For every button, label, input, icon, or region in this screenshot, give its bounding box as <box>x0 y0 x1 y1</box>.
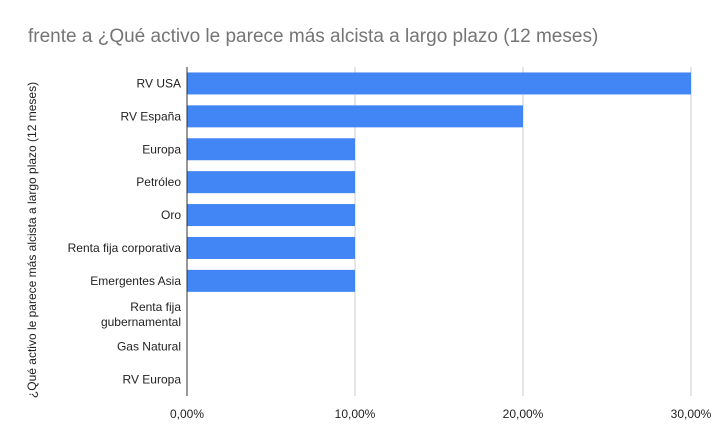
category-label: Renta fija corporativa <box>68 241 182 255</box>
chart-title: frente a ¿Qué activo le parece más alcis… <box>28 26 598 47</box>
category-labels: RV USA RV España Europa Petróleo Oro Renta fi… <box>68 76 182 386</box>
category-label: Europa <box>142 142 181 156</box>
y-axis-title: ¿Qué activo le parece más alcista a larg… <box>25 82 39 398</box>
category-label: RV USA <box>137 76 181 90</box>
category-label: Petróleo <box>136 175 181 189</box>
category-label: RV Europa <box>123 373 182 387</box>
category-label: Renta fija gubernamental <box>101 300 181 329</box>
bar <box>187 204 355 227</box>
bar <box>187 72 691 95</box>
category-label: Emergentes Asia <box>90 274 181 288</box>
x-tick-label: 0,00% <box>170 407 204 421</box>
bars <box>187 72 691 292</box>
category-label: Oro <box>161 208 181 222</box>
x-tick-label: 10,00% <box>335 407 376 421</box>
category-label: RV España <box>121 109 182 123</box>
bar <box>187 171 355 194</box>
bar <box>187 105 523 128</box>
bar <box>187 269 355 292</box>
bar <box>187 138 355 161</box>
category-label: Gas Natural <box>117 340 181 354</box>
bar <box>187 236 355 259</box>
x-tick-labels: 0,00% 10,00% 20,00% 30,00% <box>170 407 712 421</box>
x-tick-label: 30,00% <box>671 407 712 421</box>
x-tick-label: 20,00% <box>503 407 544 421</box>
